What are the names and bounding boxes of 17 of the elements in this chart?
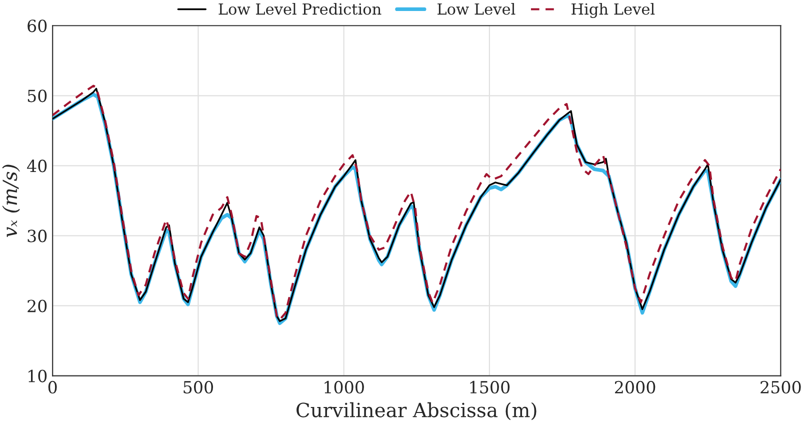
x-tick-label: 2000: [614, 380, 656, 394]
y-tick-label: 50: [28, 90, 47, 102]
legend-label: High Level: [572, 2, 655, 18]
x-tick-label: 2500: [760, 380, 801, 394]
x-tick-label: 1500: [470, 380, 510, 394]
x-tick-label: 500: [184, 380, 214, 394]
x-axis-title: Curvilinear Abscissa (m): [296, 402, 536, 420]
legend-label: Low Level: [438, 2, 516, 15]
x-tick-label: 1000: [324, 380, 364, 394]
y-tick-label: 10: [28, 370, 47, 382]
y-tick-label: 60: [28, 20, 47, 32]
y-tick-label: 20: [28, 300, 47, 312]
legend-label: Low Level Prediction: [218, 2, 382, 15]
y-tick-label: 40: [27, 160, 47, 172]
x-tick-label: 0: [48, 380, 57, 394]
y-axis-title: vₓ (m/s): [2, 164, 20, 238]
y-tick-label: 30: [28, 230, 47, 242]
